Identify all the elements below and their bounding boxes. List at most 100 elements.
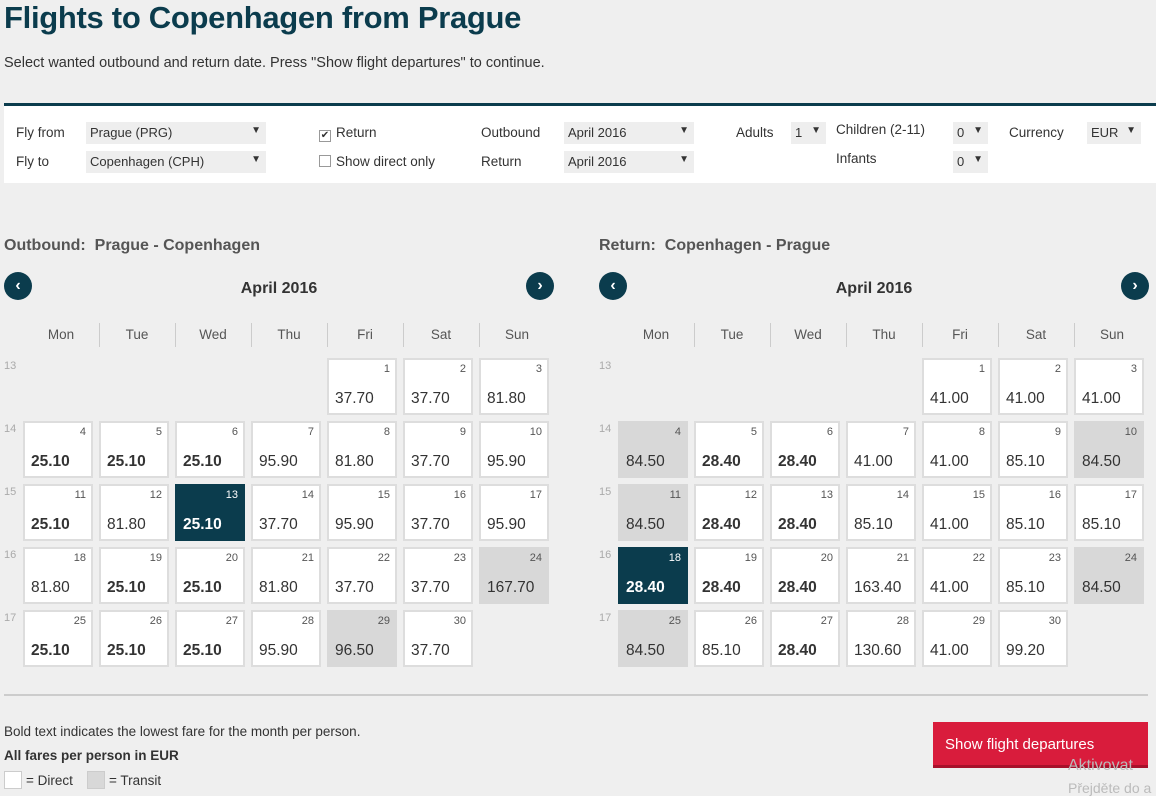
- outbound-day-cell[interactable]: 23 37.70: [403, 547, 473, 604]
- outbound-day-cell[interactable]: 3 81.80: [479, 358, 549, 415]
- return-day-cell[interactable]: 14 85.10: [846, 484, 916, 541]
- outbound-day-cell[interactable]: 1 37.70: [327, 358, 397, 415]
- currency-select[interactable]: EUR ▼: [1087, 122, 1141, 144]
- return-day-cell[interactable]: 28 130.60: [846, 610, 916, 667]
- return-day-cell[interactable]: 5 28.40: [694, 421, 764, 478]
- outbound-day-cell[interactable]: 8 81.80: [327, 421, 397, 478]
- outbound-day-cell[interactable]: 28 95.90: [251, 610, 321, 667]
- return-next-month-button[interactable]: ›: [1121, 272, 1149, 300]
- day-number: 16: [453, 489, 466, 501]
- fly-from-select[interactable]: Prague (PRG) ▼: [86, 122, 266, 144]
- day-fare: 95.90: [259, 642, 298, 659]
- outbound-day-cell[interactable]: 26 25.10: [99, 610, 169, 667]
- outbound-day-cell[interactable]: 24 167.70: [479, 547, 549, 604]
- return-day-cell[interactable]: 29 41.00: [922, 610, 992, 667]
- day-fare: 85.10: [1006, 516, 1045, 533]
- return-day-cell[interactable]: 2 41.00: [998, 358, 1068, 415]
- outbound-heading: Outbound: Prague - Copenhagen: [4, 237, 260, 255]
- outbound-day-cell[interactable]: 10 95.90: [479, 421, 549, 478]
- children-label: Children (2-11): [836, 122, 926, 137]
- outbound-day-cell[interactable]: 14 37.70: [251, 484, 321, 541]
- outbound-day-cell[interactable]: 27 25.10: [175, 610, 245, 667]
- outbound-day-cell[interactable]: 6 25.10: [175, 421, 245, 478]
- outbound-day-cell[interactable]: 7 95.90: [251, 421, 321, 478]
- return-day-cell[interactable]: 10 84.50: [1074, 421, 1144, 478]
- return-day-cell[interactable]: 21 163.40: [846, 547, 916, 604]
- return-day-cell[interactable]: 17 85.10: [1074, 484, 1144, 541]
- chevron-down-icon: ▼: [973, 154, 983, 165]
- return-day-cell[interactable]: 13 28.40: [770, 484, 840, 541]
- outbound-day-cell[interactable]: 20 25.10: [175, 547, 245, 604]
- children-select[interactable]: 0 ▼: [953, 122, 988, 144]
- outbound-day-cell[interactable]: 18 81.80: [23, 547, 93, 604]
- day-fare: 37.70: [411, 579, 450, 596]
- outbound-day-cell[interactable]: 4 25.10: [23, 421, 93, 478]
- show-flight-departures-button[interactable]: Show flight departures: [933, 722, 1148, 768]
- infants-select[interactable]: 0 ▼: [953, 151, 988, 173]
- outbound-day-cell[interactable]: 22 37.70: [327, 547, 397, 604]
- fares-note: All fares per person in EUR: [4, 748, 179, 763]
- day-number: 14: [896, 489, 909, 501]
- return-day-cell[interactable]: 11 84.50: [618, 484, 688, 541]
- day-fare: 81.80: [259, 579, 298, 596]
- outbound-month-select[interactable]: April 2016 ▼: [564, 122, 694, 144]
- fly-to-select[interactable]: Copenhagen (CPH) ▼: [86, 151, 266, 173]
- return-prev-month-button[interactable]: ‹: [599, 272, 627, 300]
- return-day-cell[interactable]: 24 84.50: [1074, 547, 1144, 604]
- return-month-select[interactable]: April 2016 ▼: [564, 151, 694, 173]
- outbound-day-cell[interactable]: 29 96.50: [327, 610, 397, 667]
- day-fare: 25.10: [31, 516, 70, 533]
- day-fare: 95.90: [487, 453, 526, 470]
- return-day-cell[interactable]: 6 28.40: [770, 421, 840, 478]
- return-day-cell[interactable]: 1 41.00: [922, 358, 992, 415]
- return-day-cell[interactable]: 25 84.50: [618, 610, 688, 667]
- outbound-week-number: 14: [4, 423, 17, 435]
- outbound-day-cell[interactable]: 9 37.70: [403, 421, 473, 478]
- return-day-cell[interactable]: 26 85.10: [694, 610, 764, 667]
- day-number: 7: [902, 426, 909, 438]
- direct-only-checkbox[interactable]: Show direct only: [319, 154, 435, 169]
- return-day-cell[interactable]: 23 85.10: [998, 547, 1068, 604]
- outbound-day-cell[interactable]: 16 37.70: [403, 484, 473, 541]
- outbound-day-cell[interactable]: 15 95.90: [327, 484, 397, 541]
- return-day-cell[interactable]: 4 84.50: [618, 421, 688, 478]
- outbound-day-cell[interactable]: 12 81.80: [99, 484, 169, 541]
- return-day-cell[interactable]: 16 85.10: [998, 484, 1068, 541]
- outbound-day-cell[interactable]: 5 25.10: [99, 421, 169, 478]
- day-fare: 84.50: [1082, 453, 1121, 470]
- return-day-cell[interactable]: 19 28.40: [694, 547, 764, 604]
- return-day-cell[interactable]: 27 28.40: [770, 610, 840, 667]
- outbound-prev-month-button[interactable]: ‹: [4, 272, 32, 300]
- day-number: 1: [978, 363, 985, 375]
- outbound-day-cell[interactable]: 13 25.10: [175, 484, 245, 541]
- day-fare: 28.40: [626, 579, 665, 596]
- day-number: 28: [301, 615, 314, 627]
- adults-select[interactable]: 1 ▼: [791, 122, 826, 144]
- outbound-day-cell[interactable]: 30 37.70: [403, 610, 473, 667]
- outbound-day-cell[interactable]: 11 25.10: [23, 484, 93, 541]
- return-day-cell[interactable]: 18 28.40: [618, 547, 688, 604]
- outbound-day-cell[interactable]: 21 81.80: [251, 547, 321, 604]
- return-day-cell[interactable]: 20 28.40: [770, 547, 840, 604]
- day-number: 27: [225, 615, 238, 627]
- return-day-cell[interactable]: 8 41.00: [922, 421, 992, 478]
- return-day-cell[interactable]: 7 41.00: [846, 421, 916, 478]
- day-number: 22: [377, 552, 390, 564]
- day-fare: 25.10: [31, 453, 70, 470]
- page-title: Flights to Copenhagen from Prague: [4, 0, 522, 35]
- return-day-cell[interactable]: 15 41.00: [922, 484, 992, 541]
- day-number: 29: [377, 615, 390, 627]
- return-day-cell[interactable]: 30 99.20: [998, 610, 1068, 667]
- outbound-day-cell[interactable]: 19 25.10: [99, 547, 169, 604]
- outbound-day-cell[interactable]: 2 37.70: [403, 358, 473, 415]
- day-fare: 84.50: [1082, 579, 1121, 596]
- return-day-cell[interactable]: 22 41.00: [922, 547, 992, 604]
- outbound-day-cell[interactable]: 25 25.10: [23, 610, 93, 667]
- outbound-next-month-button[interactable]: ›: [526, 272, 554, 300]
- outbound-day-cell[interactable]: 17 95.90: [479, 484, 549, 541]
- return-checkbox[interactable]: ✔ Return: [319, 125, 377, 142]
- return-day-cell[interactable]: 3 41.00: [1074, 358, 1144, 415]
- outbound-weekday-tue: Tue: [125, 327, 149, 342]
- return-day-cell[interactable]: 9 85.10: [998, 421, 1068, 478]
- return-day-cell[interactable]: 12 28.40: [694, 484, 764, 541]
